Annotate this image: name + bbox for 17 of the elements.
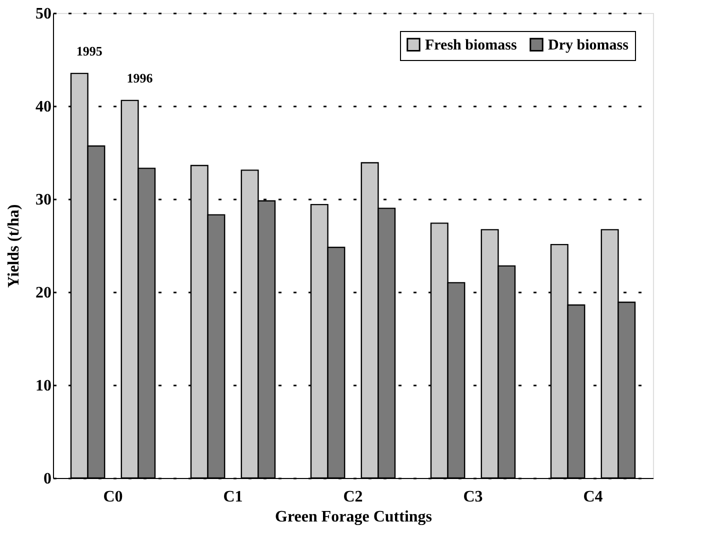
annotation: 1996 bbox=[126, 70, 154, 86]
x-tick-label: C4 bbox=[583, 488, 603, 506]
legend-label: Fresh biomass bbox=[425, 38, 517, 54]
x-tick-label: C2 bbox=[343, 488, 363, 506]
x-axis-title: Green Forage Cuttings bbox=[274, 508, 432, 526]
y-tick-label: 40 bbox=[36, 98, 52, 116]
y-tick-label: 30 bbox=[36, 192, 52, 208]
annotation: 1995 bbox=[76, 43, 103, 58]
y-tick-label: 0 bbox=[44, 470, 52, 488]
y-tick-label: 10 bbox=[36, 378, 52, 394]
x-tick-label: C3 bbox=[463, 488, 483, 506]
x-tick-label: C0 bbox=[103, 488, 123, 506]
y-tick-label: 20 bbox=[36, 284, 52, 302]
y-axis-title: Yields (t/ha) bbox=[6, 204, 22, 288]
y-tick-label: 50 bbox=[36, 6, 52, 22]
legend-label: Dry biomass bbox=[548, 38, 629, 54]
x-tick-label: C1 bbox=[223, 488, 243, 506]
